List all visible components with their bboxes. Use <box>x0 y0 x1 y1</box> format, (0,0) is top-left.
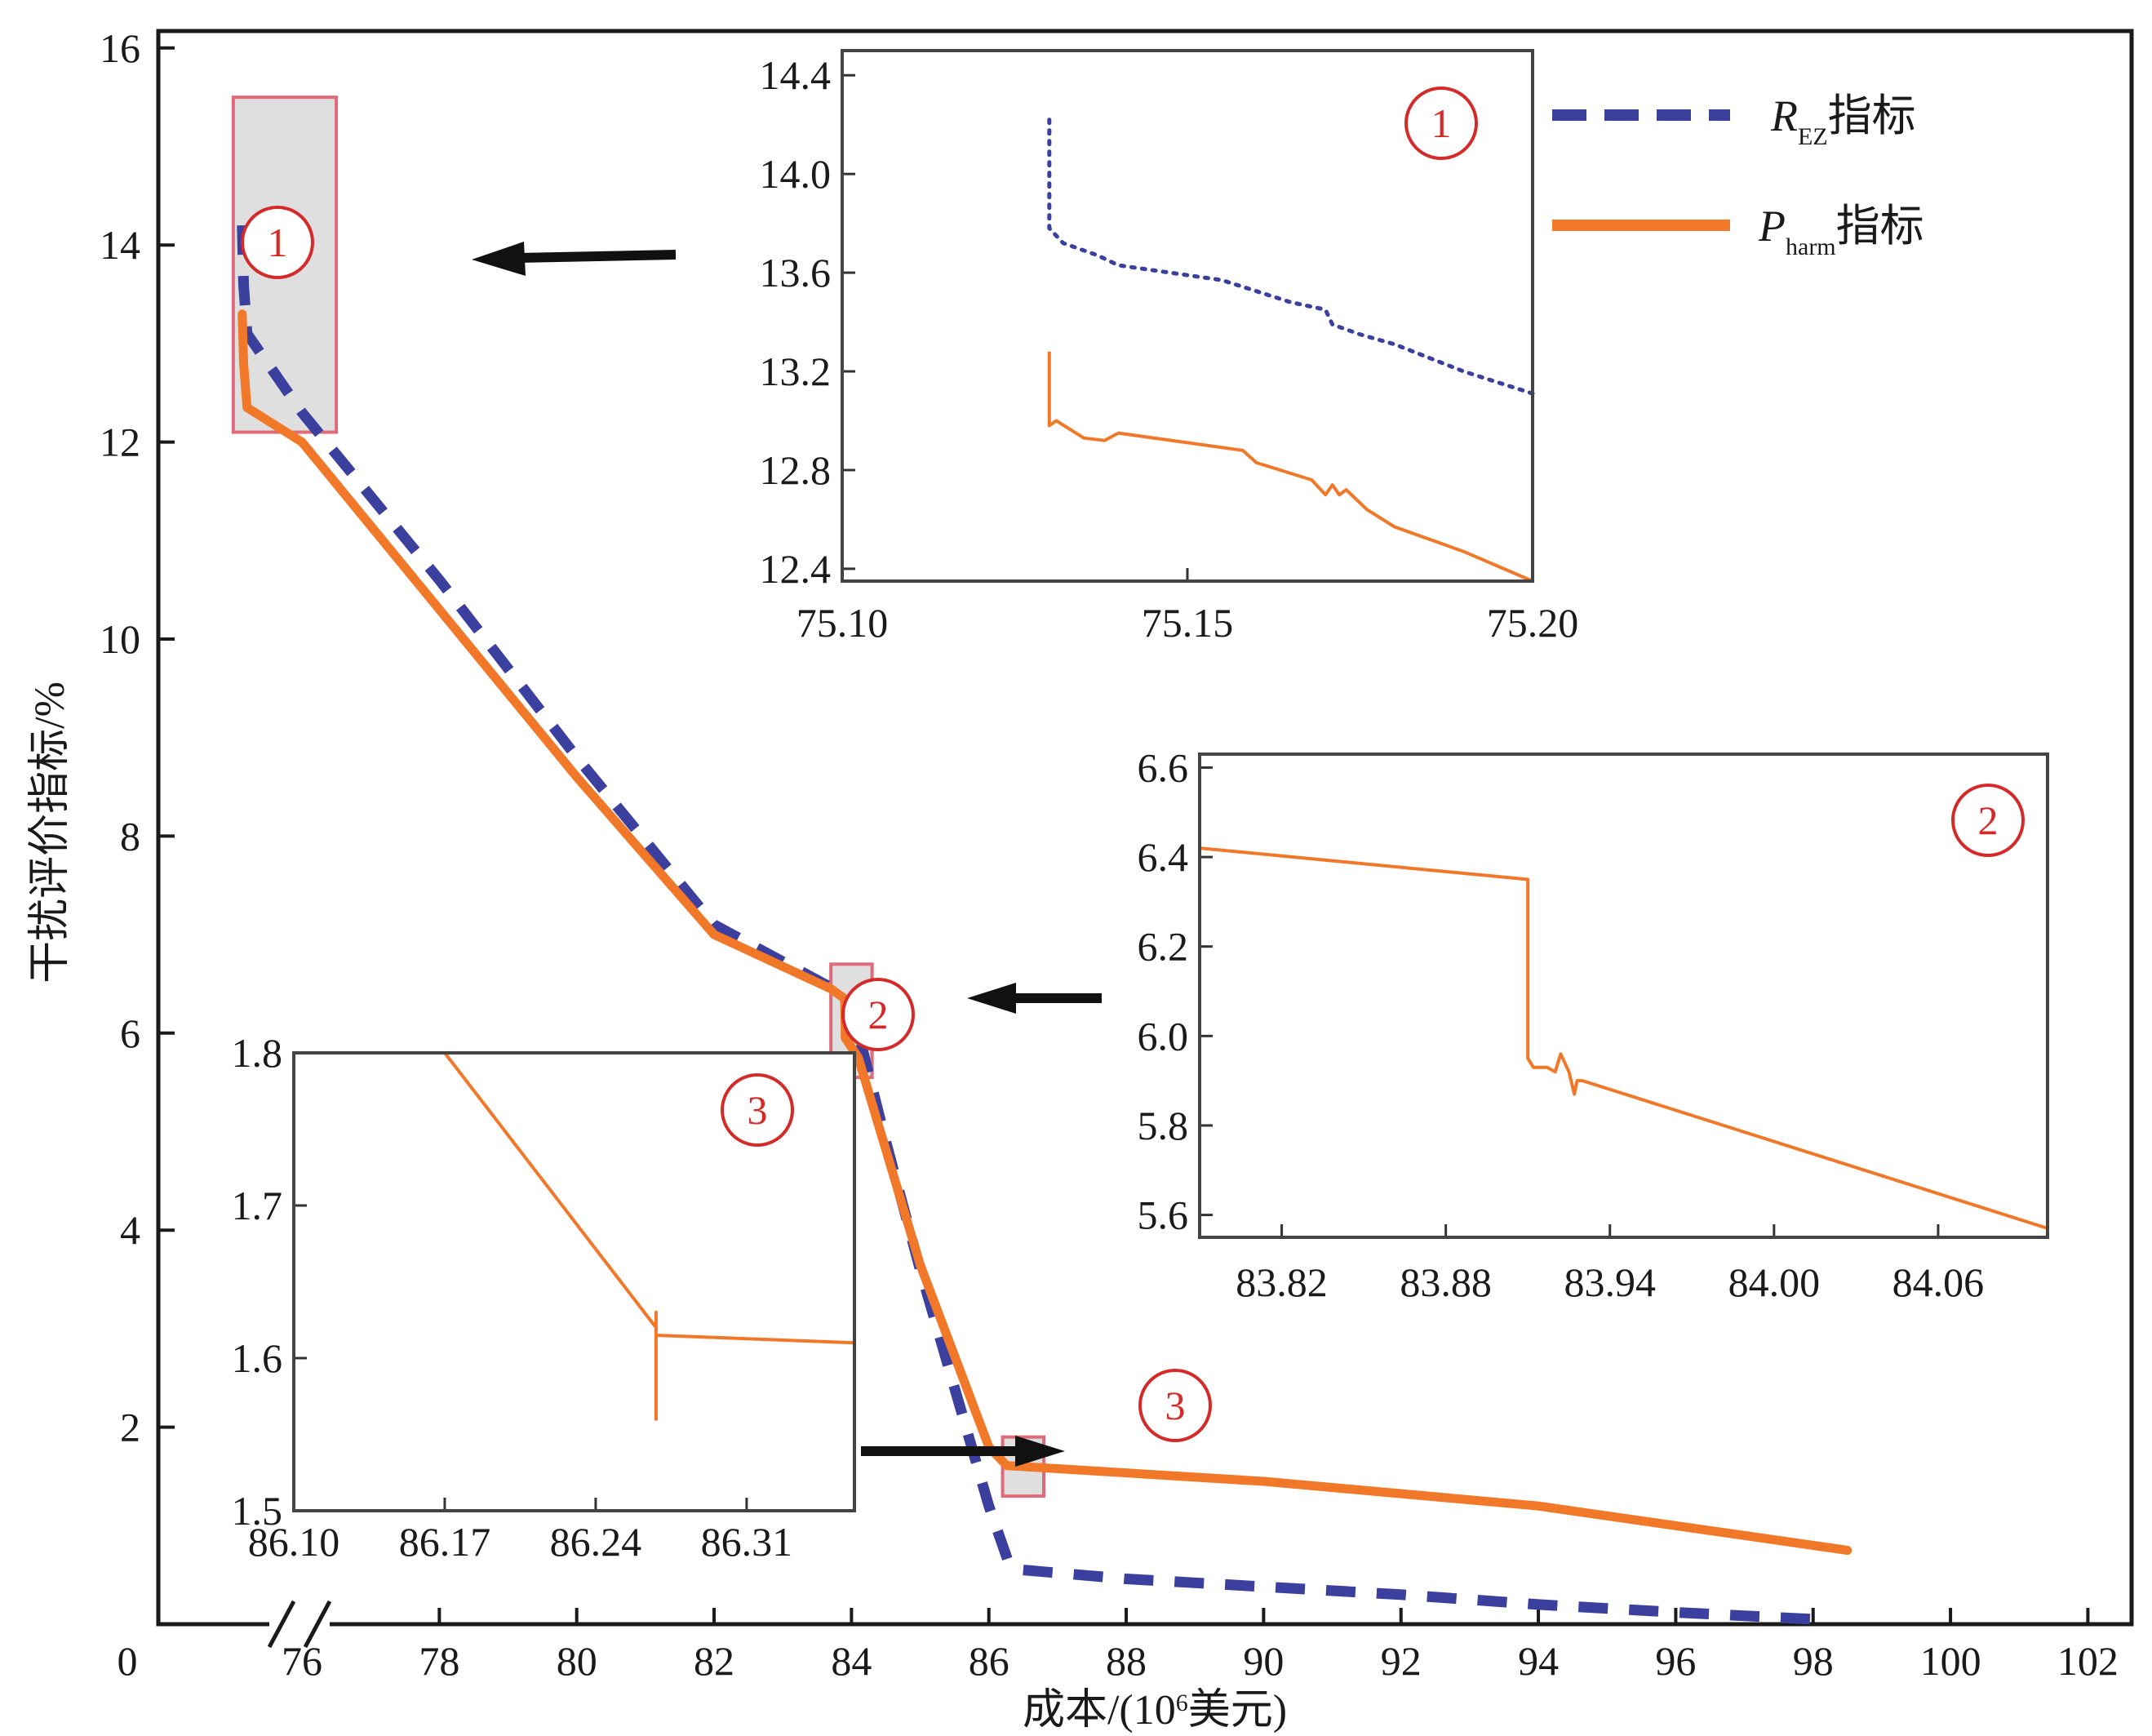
x-axis-label: 成本/(106美元) <box>1023 1687 1287 1734</box>
inset-2-x-tick-label: 84.00 <box>1728 1259 1821 1305</box>
svg-text:1: 1 <box>1431 100 1452 146</box>
y-tick-label: 2 <box>120 1405 140 1450</box>
inset-3-x-tick-label: 86.31 <box>701 1519 793 1565</box>
x-tick-label: 88 <box>1106 1638 1147 1684</box>
y-tick-label: 6 <box>120 1010 140 1056</box>
x-tick-label: 102 <box>2057 1638 2119 1684</box>
inset-chart-1: 75.10 75.15 75.2012.412.813.213.614.014.4 … <box>760 49 1579 646</box>
inset-2-y-tick-label: 6.0 <box>1138 1013 1189 1059</box>
inset-1-y-tick-label: 14.4 <box>760 52 832 98</box>
inset-2-x-tick-label: 83.82 <box>1236 1259 1328 1305</box>
inset-2-background <box>1200 754 2048 1237</box>
inset-3-x-tick-label: 86.17 <box>399 1519 491 1565</box>
inset-3-x-tick-label: 86.24 <box>550 1519 642 1565</box>
inset-3-y-tick-label: 1.5 <box>232 1488 283 1534</box>
inset-1-series-r-ez <box>1047 118 1535 396</box>
x-tick-label: 92 <box>1381 1638 1422 1684</box>
inset-1-y-tick-label: 14.0 <box>760 151 832 197</box>
axis-break-gap <box>269 1601 330 1647</box>
x-tick-label: 86 <box>969 1638 1009 1684</box>
inset-3-series-p-harm <box>443 1051 855 1421</box>
callout-arrows <box>472 242 1102 1467</box>
x-tick-label: 80 <box>557 1638 597 1684</box>
y-tick-label: 12 <box>100 420 140 465</box>
y-axis-label: 干扰评价指标/% <box>27 682 73 983</box>
inset-3-y-tick-label: 1.8 <box>232 1030 283 1076</box>
y-tick-label: 10 <box>100 616 140 662</box>
inset-3-y-tick-label: 1.7 <box>232 1183 283 1228</box>
y-tick-label: 14 <box>100 222 140 268</box>
y-tick-label: 16 <box>100 25 140 71</box>
inset-3-badge: 3 <box>721 1073 794 1147</box>
region-badge-3: 3 <box>1138 1369 1212 1442</box>
legend: REZ指标 Pharm指标 <box>1552 91 1924 260</box>
x-tick-label: 94 <box>1518 1638 1559 1684</box>
inset-3-x-tick-label: 86.10 <box>248 1519 340 1565</box>
inset-1-y-tick-label: 13.2 <box>760 349 832 394</box>
x-tick-label: 100 <box>1920 1638 1981 1684</box>
inset-1-x-tick-label: 75.15 <box>1142 600 1234 646</box>
inset-1-y-tick-label: 12.8 <box>760 447 832 493</box>
inset-chart-2: 83.82 83.88 83.94 84.00 84.06 5.6 5.8 6.0 6.2 6.4… <box>1138 744 2049 1305</box>
inset-2-x-tick-label: 83.94 <box>1564 1259 1656 1305</box>
svg-text:2: 2 <box>868 992 889 1037</box>
x-tick-label: 78 <box>419 1638 459 1684</box>
inset-1-y-tick-label: 13.6 <box>760 250 832 295</box>
inset-2-y-tick-label: 6.6 <box>1138 744 1189 790</box>
inset-2-x-tick-label: 84.06 <box>1892 1259 1985 1305</box>
inset-1-x-tick-label: 75.20 <box>1487 600 1579 646</box>
inset-1-y-tick-label: 12.4 <box>760 546 832 592</box>
x-tick-label: 98 <box>1793 1638 1834 1684</box>
region-badge-1: 1 <box>241 206 314 279</box>
inset-2-y-tick-label: 6.4 <box>1138 834 1189 880</box>
inset-1-badge: 1 <box>1404 87 1478 160</box>
inset-2-y-tick-label: 6.2 <box>1138 924 1189 970</box>
arrowhead-region-1 <box>472 242 526 276</box>
axis-break-mark <box>303 1600 332 1649</box>
inset-2-badge: 2 <box>1951 784 2025 857</box>
inset-3-y-tick-label: 1.6 <box>232 1335 283 1381</box>
svg-text:2: 2 <box>1978 797 1999 843</box>
inset-1-frame <box>841 49 1534 583</box>
inset-3-frame <box>292 1051 856 1512</box>
svg-text:1: 1 <box>268 220 288 265</box>
region-badge-2: 2 <box>841 978 915 1051</box>
axis-break-mark <box>267 1600 296 1649</box>
legend-label-pharm: Pharm指标 <box>1758 202 1924 260</box>
y-tick-label: 8 <box>120 813 140 859</box>
y-tick-label: 4 <box>120 1207 140 1253</box>
main-plot-frame <box>156 29 2134 1627</box>
inset-2-y-tick-label: 5.8 <box>1138 1103 1189 1148</box>
x-tick-label: 96 <box>1655 1638 1696 1684</box>
inset-1-series-p-harm <box>1047 351 1533 583</box>
inset-2-frame <box>1198 753 2049 1239</box>
inset-1-x-tick-label: 75.10 <box>796 600 889 646</box>
x-axis-label-exponent: 6 <box>1176 1689 1188 1716</box>
svg-text:3: 3 <box>1165 1383 1186 1428</box>
inset-2-x-tick-label: 83.88 <box>1400 1259 1492 1305</box>
x-tick-label: 90 <box>1243 1638 1284 1684</box>
x-tick-label: 84 <box>831 1638 872 1684</box>
origin-label: 0 <box>118 1638 138 1684</box>
inset-2-y-tick-label: 5.6 <box>1138 1192 1189 1238</box>
inset-chart-3: 86.10 86.17 86.24 86.31 1.5 1.6 1.7 1.8 3 <box>232 1030 856 1565</box>
inset-2-series-p-harm <box>1199 846 2048 1230</box>
arrowhead-region-3 <box>1015 1436 1065 1467</box>
arrowhead-region-2 <box>967 983 1016 1014</box>
legend-label-rez: REZ指标 <box>1770 91 1916 150</box>
svg-text:3: 3 <box>748 1087 768 1133</box>
arrow-to-region-1 <box>517 250 677 263</box>
x-tick-label: 82 <box>694 1638 734 1684</box>
